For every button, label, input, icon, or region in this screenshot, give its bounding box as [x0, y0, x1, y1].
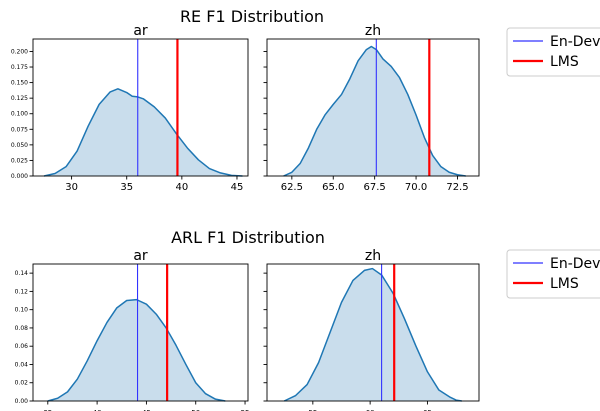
y-tick-label: 0.02	[15, 380, 29, 387]
axes-frame	[32, 38, 249, 177]
x-tick-label: 55	[308, 409, 317, 411]
x-tick-label: 30	[65, 182, 78, 193]
kde-fill	[283, 46, 466, 176]
x-tick-label: 50	[191, 409, 200, 411]
legend-label: LMS	[550, 276, 579, 292]
y-tick-label: 0.000	[11, 173, 28, 180]
legend: En-Dev LMS	[506, 249, 600, 299]
axes-frame	[266, 38, 480, 177]
figure-title: RE F1 Distribution	[180, 7, 324, 26]
panel-title: zh	[365, 23, 381, 39]
legend-label: En-Dev	[550, 256, 600, 272]
x-tick-label: 45	[142, 409, 151, 411]
chart-panel-1: RE F1 Distribution ar 30 35 40 45 0.000 0.025 0.…	[11, 7, 324, 193]
axes-frame	[32, 263, 249, 402]
y-tick-label: 0.06	[15, 343, 29, 350]
kde-fill	[47, 299, 226, 401]
x-tick-label: 40	[93, 409, 102, 411]
x-tick-label: 35	[43, 409, 52, 411]
y-tick-label: 0.08	[15, 325, 29, 332]
x-tick-label: 72.5	[446, 182, 468, 193]
x-tick-label: 70.0	[405, 182, 427, 193]
legend-label: LMS	[550, 54, 579, 70]
y-tick-label: 0.200	[11, 48, 28, 55]
x-tick-label: 45	[231, 182, 244, 193]
chart-panel-4: zh 55 60 65	[263, 248, 480, 411]
y-tick-label: 0.050	[11, 142, 28, 149]
x-tick-label: 65	[423, 409, 432, 411]
x-tick-label: 67.5	[364, 182, 386, 193]
x-tick-label: 35	[120, 182, 133, 193]
kde-fill	[44, 88, 243, 176]
y-tick-label: 0.150	[11, 80, 28, 87]
x-tick-label: 40	[175, 182, 188, 193]
kde-line	[47, 298, 226, 402]
legend-box	[506, 249, 600, 299]
kde-line	[283, 267, 462, 402]
panel-title: zh	[365, 248, 381, 264]
y-tick-label: 0.100	[11, 111, 28, 118]
y-tick-label: 0.00	[15, 398, 29, 405]
panel-title: ar	[133, 248, 148, 264]
kde-line	[283, 45, 466, 177]
panel-title: ar	[133, 23, 148, 39]
chart-panel-3: ARL F1 Distribution ar 35 40 45 50 55 0.00 0.02 0…	[15, 228, 325, 411]
y-tick-label: 0.025	[11, 157, 28, 164]
x-tick-label: 65.0	[322, 182, 344, 193]
legend: En-Dev LMS	[506, 27, 600, 77]
kde-fill	[284, 268, 462, 401]
x-tick-label: 55	[241, 409, 250, 411]
y-tick-label: 0.04	[15, 361, 29, 368]
y-tick-label: 0.14	[15, 270, 29, 277]
y-tick-label: 0.10	[15, 307, 29, 314]
legend-box	[506, 27, 600, 77]
y-tick-label: 0.175	[11, 64, 28, 71]
axes-frame	[266, 263, 480, 402]
legend-label: En-Dev	[550, 34, 600, 50]
figure-title: ARL F1 Distribution	[171, 228, 325, 247]
y-tick-label: 0.075	[11, 126, 28, 133]
chart-panel-2: zh 62.5 65.0 67.5 70.0 72.5	[263, 23, 480, 193]
x-tick-label: 62.5	[281, 182, 303, 193]
x-tick-label: 60	[366, 409, 375, 411]
y-tick-label: 0.125	[11, 95, 28, 102]
y-tick-label: 0.12	[15, 288, 29, 295]
